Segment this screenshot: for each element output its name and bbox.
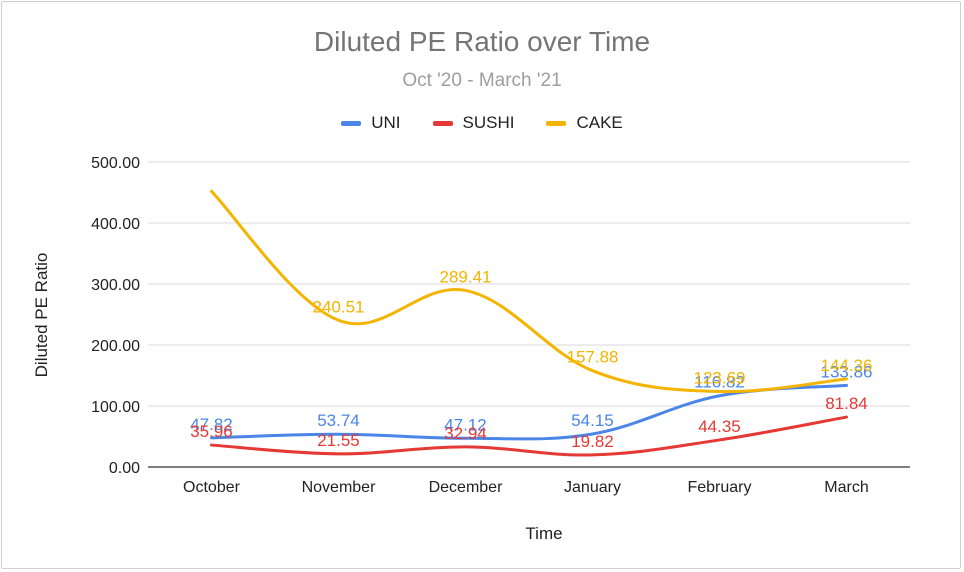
data-label-sushi: 81.84 [825,394,868,413]
data-label-sushi: 19.82 [571,432,614,451]
x-axis-title: Time [525,524,562,543]
legend-label-sushi: SUSHI [462,113,515,132]
legend-swatch-cake [546,120,567,126]
data-label-uni: 53.74 [317,411,360,430]
series-line-uni [210,383,848,441]
legend-item-uni[interactable]: UNI [341,113,401,133]
x-tick-label: February [687,479,751,496]
legend: UNI SUSHI CAKE [0,113,964,133]
data-label-uni: 47.12 [444,415,487,434]
data-label-cake: 157.88 [567,348,619,367]
data-label-uni: 54.15 [571,411,614,430]
series-line-sushi [210,415,848,457]
data-label-uni: 116.82 [694,373,745,392]
data-label-sushi: 35.96 [190,422,233,441]
legend-item-sushi[interactable]: SUSHI [432,113,515,133]
legend-swatch-sushi [432,120,453,126]
y-tick-label: 400.00 [91,216,140,233]
series-line-cake [210,189,848,394]
y-tick-label: 500.00 [91,155,140,172]
data-label-cake: 289.41 [440,267,492,286]
data-label-sushi: 32.94 [444,424,487,443]
x-tick-label: November [302,479,376,496]
data-label-cake: 240.51 [313,297,365,316]
x-tick-label: January [564,479,621,496]
x-tick-label: October [183,479,241,496]
x-tick-label: December [429,479,503,496]
y-axis-title: Diluted PE Ratio [32,253,51,378]
data-label-cake: 123.69 [694,369,746,388]
chart-subtitle: Oct '20 - March '21 [402,70,562,91]
data-label-uni: 47.82 [190,415,233,434]
data-label-sushi: 44.35 [698,417,741,436]
legend-label-uni: UNI [371,113,401,132]
y-tick-label: 300.00 [91,277,140,294]
chart-title: Diluted PE Ratio over Time [313,26,651,57]
x-tick-label: March [824,479,868,496]
legend-swatch-uni [341,120,362,126]
data-label-cake: 144.36 [821,356,873,375]
data-label-sushi: 21.55 [317,431,360,450]
y-tick-label: 200.00 [91,338,140,355]
legend-label-cake: CAKE [576,113,623,132]
legend-item-cake[interactable]: CAKE [546,113,623,133]
y-tick-label: 100.00 [91,399,140,416]
y-tick-label: 0.00 [109,460,140,477]
data-label-uni: 133.86 [821,362,873,381]
